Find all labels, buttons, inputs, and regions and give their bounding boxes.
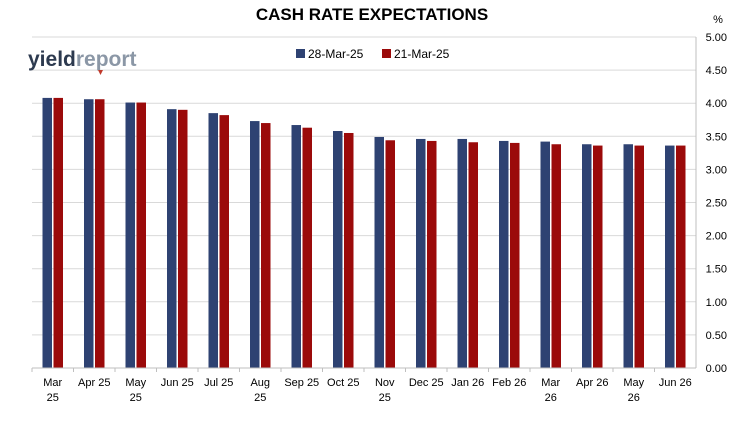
y-tick-label: 5.00 bbox=[706, 32, 727, 44]
x-tick-label: May 26 bbox=[623, 377, 644, 404]
y-tick-label: 3.00 bbox=[706, 164, 727, 176]
x-tick-label: Mar 25 bbox=[43, 377, 62, 404]
axes bbox=[31, 37, 697, 372]
legend-swatch bbox=[296, 49, 305, 58]
y-tick-label: 2.50 bbox=[706, 198, 727, 210]
bars bbox=[42, 97, 686, 369]
chart-title: CASH RATE EXPECTATIONS bbox=[256, 5, 488, 24]
bar-series-2 bbox=[676, 145, 686, 368]
bar-series-1 bbox=[582, 144, 592, 368]
bar-series-2 bbox=[385, 140, 395, 368]
bar-series-1 bbox=[208, 113, 218, 368]
bar-series-2 bbox=[136, 102, 146, 369]
logo-text: yieldreport bbox=[28, 48, 137, 71]
bar-series-1 bbox=[374, 136, 384, 368]
x-tick-label: Nov 25 bbox=[375, 377, 395, 404]
bar-series-1 bbox=[623, 144, 633, 368]
bar-series-1 bbox=[42, 97, 52, 369]
legend-label: 28-Mar-25 bbox=[308, 47, 364, 61]
y-tick-label: 0.50 bbox=[706, 330, 727, 342]
legend-label: 21-Mar-25 bbox=[394, 47, 450, 61]
bar-series-1 bbox=[125, 102, 135, 369]
bar-series-1 bbox=[291, 125, 301, 369]
bar-series-1 bbox=[665, 145, 675, 368]
bar-series-2 bbox=[302, 127, 312, 368]
bar-series-2 bbox=[468, 142, 478, 368]
x-tick-label: Jun 25 bbox=[161, 377, 194, 389]
bar-series-2 bbox=[427, 140, 437, 368]
logo-accent-icon bbox=[98, 70, 103, 75]
x-tick-label: Oct 25 bbox=[327, 377, 359, 389]
y-tick-label: 1.50 bbox=[706, 264, 727, 276]
legend-swatch bbox=[382, 49, 391, 58]
x-tick-label: Mar 26 bbox=[541, 377, 560, 404]
bar-series-2 bbox=[634, 145, 644, 368]
bar-series-2 bbox=[510, 142, 520, 368]
y-tick-label: 3.50 bbox=[706, 131, 727, 143]
bar-series-1 bbox=[540, 141, 550, 368]
y-tick-label: 2.00 bbox=[706, 231, 727, 243]
bar-series-2 bbox=[53, 97, 63, 369]
x-tick-label: Dec 25 bbox=[409, 377, 444, 389]
bar-series-2 bbox=[178, 109, 188, 368]
y-axis-unit-label: % bbox=[713, 14, 723, 26]
bar-series-1 bbox=[333, 131, 343, 368]
x-tick-label: Jan 26 bbox=[451, 377, 484, 389]
legend: 28-Mar-25 21-Mar-25 bbox=[296, 47, 450, 61]
bar-series-2 bbox=[593, 145, 603, 368]
y-tick-label: 0.00 bbox=[706, 363, 727, 375]
x-tick-label: Apr 26 bbox=[576, 377, 608, 389]
x-tick-label: Feb 26 bbox=[492, 377, 526, 389]
x-tick-label: Apr 25 bbox=[78, 377, 110, 389]
y-tick-label: 4.50 bbox=[706, 65, 727, 77]
bar-series-1 bbox=[416, 138, 426, 368]
bar-series-2 bbox=[551, 144, 561, 368]
y-tick-label: 4.00 bbox=[706, 98, 727, 110]
bar-series-1 bbox=[457, 138, 467, 368]
bar-series-1 bbox=[84, 99, 94, 368]
y-tick-labels: 0.00 0.50 1.00 1.50 2.00 2.50 3.00 3.50 4.00 4.50… bbox=[706, 32, 727, 375]
bar-series-1 bbox=[499, 140, 509, 368]
bar-series-2 bbox=[344, 132, 354, 368]
bar-series-2 bbox=[219, 115, 229, 368]
bar-series-1 bbox=[250, 121, 260, 368]
y-tick-label: 1.00 bbox=[706, 297, 727, 309]
bar-series-2 bbox=[95, 99, 105, 368]
x-tick-label: Jun 26 bbox=[659, 377, 692, 389]
bar-series-1 bbox=[167, 109, 177, 369]
x-tick-label: May 25 bbox=[125, 377, 146, 404]
x-tick-label: Sep 25 bbox=[284, 377, 319, 389]
x-tick-label: Aug 25 bbox=[250, 377, 270, 404]
x-tick-label: Jul 25 bbox=[204, 377, 233, 389]
x-tick-labels: Mar 25 Apr 25 May 25 Jun 25 Jul 25 Aug 25 Sep 25 O… bbox=[43, 377, 691, 404]
yieldreport-logo: yieldreport bbox=[28, 48, 137, 75]
bar-series-2 bbox=[261, 123, 271, 368]
